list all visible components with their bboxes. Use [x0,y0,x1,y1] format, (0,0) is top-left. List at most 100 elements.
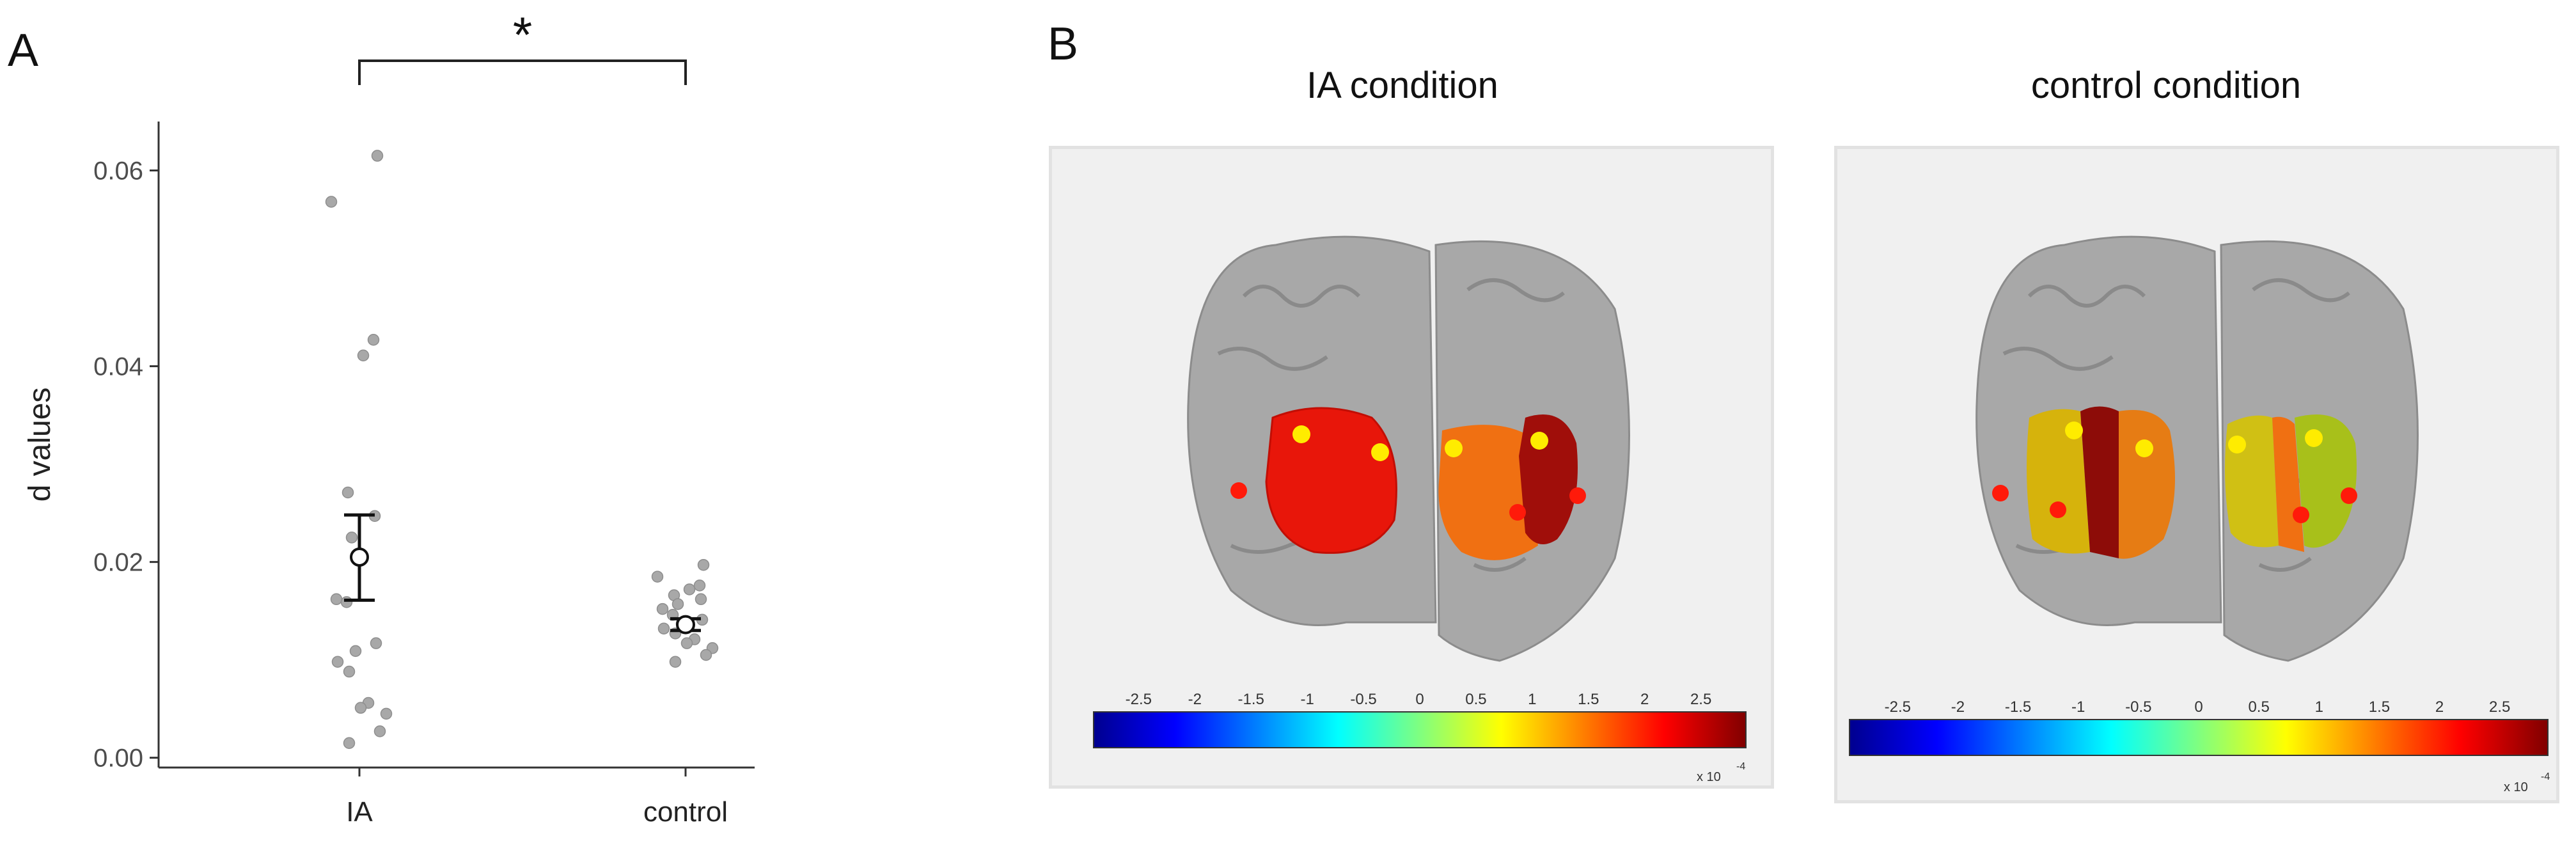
electrode-dot [2341,487,2357,504]
colorbar-tick-label: 0 [2194,698,2203,716]
colorbar-ticks: -2.5 -2 -1.5 -1 -0.5 0 0.5 1 1.5 2 2.5 [1885,698,2511,716]
data-point [669,656,682,668]
colorbar-tick-label: -2 [1951,698,1965,716]
colorbar-tick-label: -1 [2071,698,2085,716]
y-tick-label: 0.06 [93,157,143,185]
significance-label: * [513,6,532,63]
data-point [325,196,338,208]
data-point [357,349,370,361]
electrode-dot [2228,436,2246,453]
right-activation-region-medial [1438,425,1538,560]
colorbar-tick-label: -0.5 [1350,691,1376,708]
colorbar-exponent-power: -4 [1736,761,1745,772]
control-brain-map: -2.5 -2 -1.5 -1 -0.5 0 0.5 1 1.5 2 2.5 x 10 -4 [1849,235,2550,794]
control-brain-map-panel: -2.5 -2 -1.5 -1 -0.5 0 0.5 1 1.5 2 2.5 x 10 -4 [1834,146,2559,803]
mean-marker [350,547,369,567]
data-point [367,334,380,346]
data-point [371,150,384,162]
colorbar-tick-label: -2.5 [1885,698,1911,716]
colorbar-exponent-label: x 10 [2504,780,2528,794]
colorbar [1849,719,2549,756]
y-tick-label: 0.00 [93,745,143,773]
mean-marker [676,615,695,634]
colorbar-tick-label: 2.5 [2489,698,2510,716]
dot-plot-chart: 0.00 0.02 0.04 0.06 d values IA control * [23,6,755,828]
data-point [695,593,707,606]
left-activation-region [1265,407,1397,554]
ia-condition-title: IA condition [1307,65,1498,106]
colorbar-ticks: -2.5 -2 -1.5 -1 -0.5 0 0.5 1 1.5 2 2.5 [1126,691,1712,708]
data-point [651,571,664,583]
data-point [345,532,358,544]
data-point [657,622,670,634]
data-point [373,725,386,737]
data-point [700,649,712,661]
data-point [370,637,382,649]
colorbar-exponent-label: x 10 [1697,770,1721,784]
electrode-dot [1230,482,1247,499]
ia-brain-map-panel: -2.5 -2 -1.5 -1 -0.5 0 0.5 1 1.5 2 2.5 x 10 -4 [1049,146,1774,789]
control-condition-title: control condition [2030,65,2302,106]
electrode-dot [1445,439,1463,457]
electrode-dot [2065,421,2083,439]
data-point [380,707,393,720]
colorbar-tick-label: 0.5 [2248,698,2269,716]
colorbar-tick-label: -1.5 [1238,691,1264,708]
electrode-dot [1509,504,1526,521]
data-point [349,645,362,658]
electrode-dot [2293,507,2309,523]
data-point [683,583,696,595]
electrode-dot [1530,432,1548,450]
data-point [343,737,356,749]
data-point [697,558,710,571]
colorbar-tick-label: -2.5 [1126,691,1152,708]
y-axis-label: d values [23,388,57,502]
colorbar-tick-label: 2 [1640,691,1649,708]
colorbar [1093,711,1747,748]
colorbar-tick-label: 1 [2315,698,2323,716]
electrode-dot [1292,425,1310,443]
right-activation-region-medial [2225,415,2279,548]
left-activation-region-center [2080,406,2119,558]
significance-bracket [358,59,687,85]
data-point [671,598,684,610]
electrode-dot [2135,439,2153,457]
panel-a-letter: A [8,25,39,76]
electrode-dot [1371,443,1389,461]
data-point [693,579,706,592]
data-point [354,702,367,714]
data-point [343,665,356,678]
x-tick-label: control [643,796,728,828]
chart-axes: 0.00 0.02 0.04 0.06 d values IA control * [23,6,755,828]
y-tick-label: 0.04 [93,353,143,381]
colorbar-tick-label: 0 [1415,691,1424,708]
colorbar-exponent-power: -4 [2541,771,2550,782]
colorbar-tick-label: 2.5 [1690,691,1711,708]
colorbar-tick-label: 1 [1528,691,1536,708]
ia-brain-map: -2.5 -2 -1.5 -1 -0.5 0 0.5 1 1.5 2 2.5 x 10 -4 [1093,235,1747,784]
colorbar-tick-label: -1 [1300,691,1314,708]
colorbar-tick-label: -0.5 [2125,698,2151,716]
y-tick-label: 0.02 [93,549,143,577]
data-point [342,486,354,499]
x-tick-label: IA [346,796,373,828]
panel-b-letter: B [1048,19,1079,70]
left-activation-region-medial [2119,410,2175,559]
colorbar-tick-label: 1.5 [1578,691,1599,708]
colorbar-tick-label: -1.5 [2005,698,2031,716]
data-point [340,596,353,608]
colorbar-tick-label: 2 [2435,698,2444,716]
electrode-dot [1569,487,1586,504]
colorbar-tick-label: 1.5 [2369,698,2390,716]
data-point [330,593,343,606]
electrode-dot [2305,429,2323,447]
electrode-dot [2050,501,2066,518]
colorbar-tick-label: 0.5 [1465,691,1486,708]
data-point [656,603,669,615]
electrode-dot [1992,485,2009,501]
right-activation-region-lateral [2295,414,2357,548]
left-activation-region-lateral [2027,409,2090,554]
data-point [680,637,693,649]
colorbar-tick-label: -2 [1188,691,1202,708]
data-point [331,656,344,668]
